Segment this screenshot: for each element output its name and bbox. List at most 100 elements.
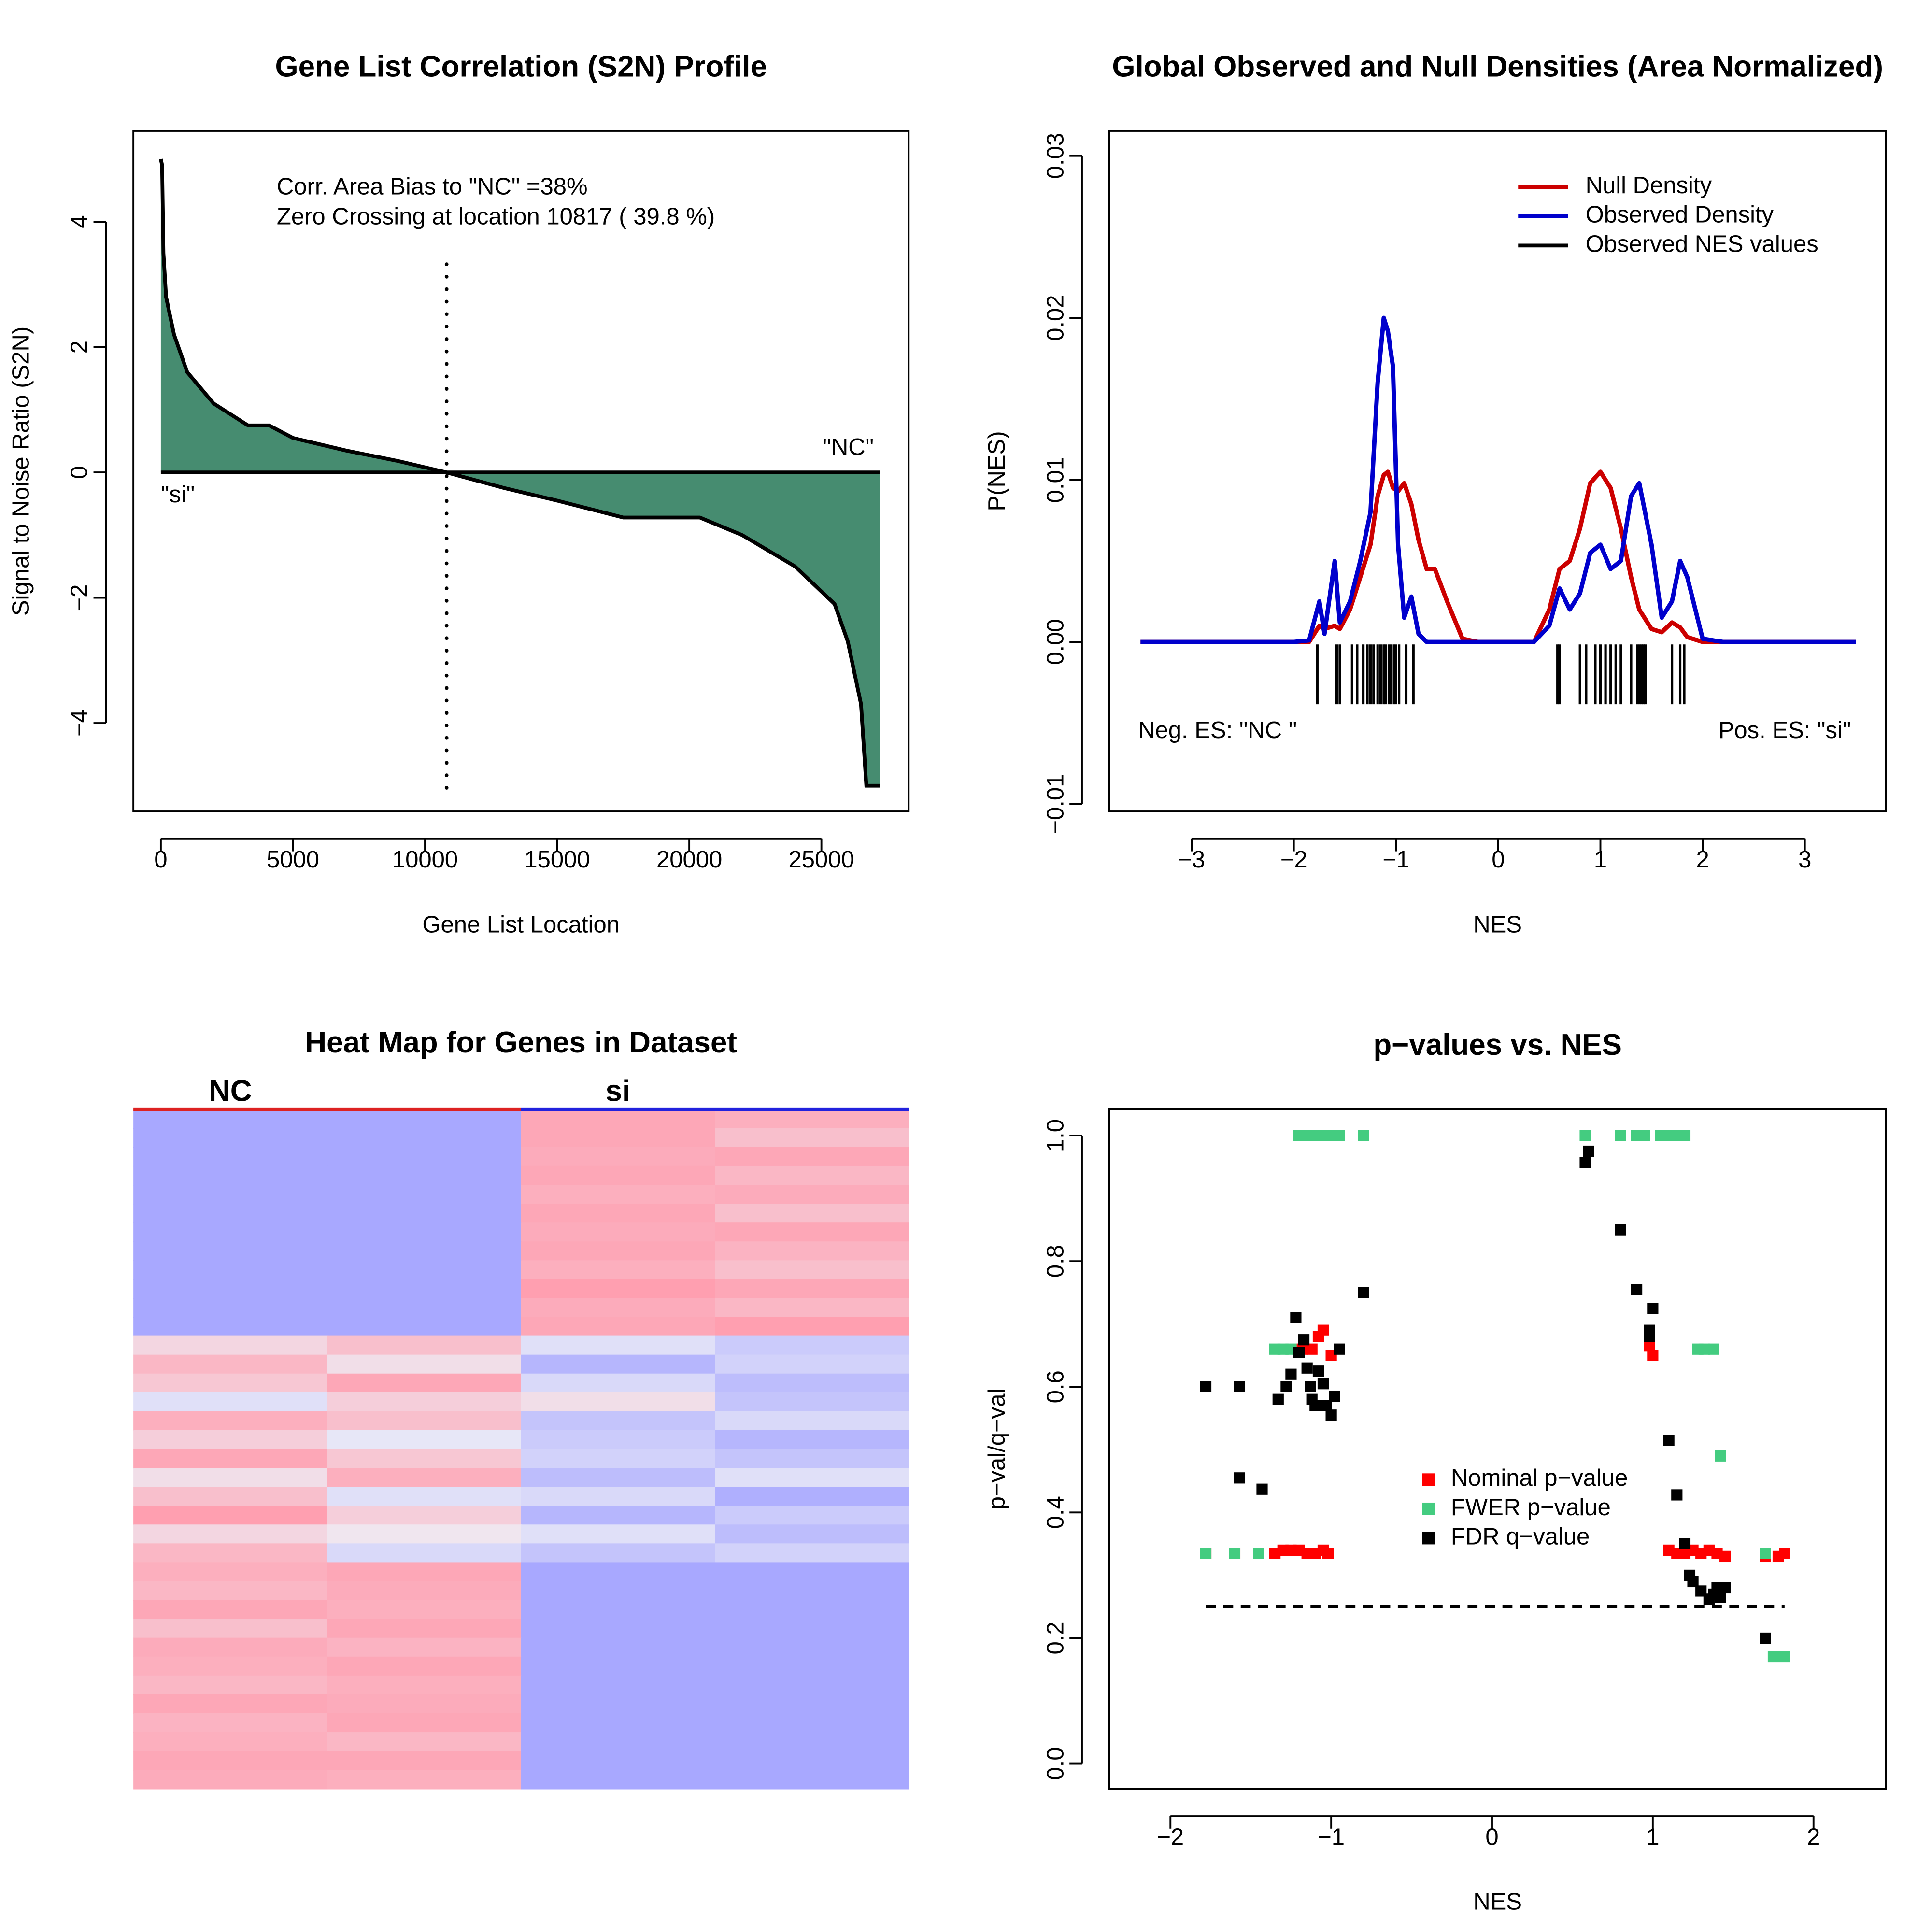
heatmap-cell [521, 1241, 716, 1261]
point [1306, 1343, 1318, 1355]
heatmap-cell [327, 1335, 522, 1355]
point [1358, 1287, 1369, 1298]
point [1615, 1224, 1626, 1236]
x-tick-label: −1 [1318, 1824, 1345, 1850]
legend-label: Observed NES values [1586, 231, 1818, 257]
y-tick-label: 0.00 [1042, 619, 1068, 665]
point [1687, 1576, 1699, 1588]
heatmap-cell [521, 1317, 716, 1336]
heatmap-cell [715, 1732, 909, 1752]
legend-swatch [1422, 1473, 1435, 1486]
x-tick-label: 20000 [656, 847, 722, 873]
heatmap-cell [521, 1185, 716, 1205]
x-tick-label: 2 [1807, 1824, 1820, 1850]
heatmap-cell [521, 1562, 716, 1582]
heatmap-cell [715, 1128, 909, 1148]
y-tick-label: 0.01 [1042, 457, 1068, 503]
x-tick-label: −1 [1382, 847, 1409, 873]
annotation: "si" [161, 482, 195, 508]
legend-label: Observed Density [1586, 202, 1774, 228]
heatmap-cell [521, 1713, 716, 1733]
annotation: "NC" [823, 434, 874, 460]
profile-line [159, 158, 880, 788]
heatmap-cell [521, 1506, 716, 1525]
heatmap-cell [327, 1279, 522, 1299]
point [1322, 1548, 1334, 1559]
heatmap-cell [327, 1222, 522, 1242]
density-line [1140, 469, 1856, 644]
point [1760, 1548, 1771, 1559]
heatmap-cell [715, 1279, 909, 1299]
heatmap-cell [521, 1335, 716, 1355]
heatmap-cell [521, 1487, 716, 1506]
heatmap-cell [327, 1694, 522, 1714]
heatmap-cell [327, 1487, 522, 1506]
annotation: Zero Crossing at location 10817 ( 39.8 %… [277, 204, 715, 230]
heatmap-cell [327, 1506, 522, 1525]
point [1715, 1591, 1726, 1603]
heatmap-cell [327, 1204, 522, 1223]
y-tick-label: 0.6 [1042, 1370, 1068, 1403]
heatmap-cell [133, 1619, 328, 1638]
heatmap-cell [133, 1222, 328, 1242]
x-tick-label: 0 [1485, 1824, 1498, 1850]
heatmap-cell [521, 1637, 716, 1658]
point [1583, 1145, 1594, 1157]
point [1321, 1400, 1332, 1411]
point [1579, 1157, 1591, 1168]
point [1663, 1435, 1675, 1446]
heatmap-cell [133, 1506, 328, 1525]
heatmap-cell [133, 1524, 328, 1544]
heatmap-cell [327, 1147, 522, 1167]
heatmap-cell [521, 1600, 716, 1619]
x-tick-label: −3 [1178, 847, 1205, 873]
heatmap-cell [715, 1449, 909, 1469]
legend-label: FDR q−value [1451, 1523, 1590, 1549]
point [1272, 1393, 1284, 1405]
heatmap-cell [133, 1694, 328, 1714]
point [1234, 1381, 1246, 1392]
heatmap-cell [521, 1524, 716, 1544]
x-axis-label: NES [1473, 1889, 1522, 1915]
heatmap-cell [521, 1468, 716, 1488]
heatmap-cell [715, 1637, 909, 1658]
chart-title: p−values vs. NES [1373, 1028, 1622, 1062]
heatmap-cell [521, 1656, 716, 1676]
heatmap-cell [715, 1487, 909, 1506]
heatmap-cell [521, 1770, 716, 1790]
group-label: NC [209, 1075, 252, 1108]
heatmap-cell [715, 1392, 909, 1412]
point [1200, 1548, 1212, 1559]
point [1329, 1391, 1340, 1402]
heatmap-cell [521, 1260, 716, 1280]
heatmap-cell [521, 1619, 716, 1638]
heatmap-cell [327, 1354, 522, 1375]
heatmap-cell [715, 1354, 909, 1375]
heatmap-cell [521, 1165, 716, 1186]
heatmap-cell [133, 1128, 328, 1148]
point [1293, 1347, 1305, 1358]
heatmap-cell [133, 1165, 328, 1186]
heatmap-cell [133, 1260, 328, 1280]
point [1679, 1538, 1691, 1550]
heatmap-cell [521, 1109, 716, 1129]
heatmap-cell [327, 1468, 522, 1488]
heatmap-cell [715, 1298, 909, 1318]
annotation: Pos. ES: "si" [1719, 717, 1851, 743]
annotation: Corr. Area Bias to "NC" =38% [277, 174, 588, 200]
heatmap-cell [327, 1637, 522, 1658]
point [1234, 1472, 1246, 1484]
point [1644, 1331, 1655, 1342]
heatmap-cell [133, 1468, 328, 1488]
heatmap-cell [327, 1430, 522, 1450]
heatmap-cell [521, 1675, 716, 1695]
legend-swatch [1422, 1502, 1435, 1515]
legend-label: FWER p−value [1451, 1494, 1611, 1520]
point [1647, 1350, 1659, 1361]
y-axis-label: P(NES) [984, 431, 1010, 511]
heatmap-cell [715, 1562, 909, 1582]
heatmap-cell [327, 1165, 522, 1186]
density-line [1140, 315, 1856, 644]
heatmap-cell [327, 1241, 522, 1261]
